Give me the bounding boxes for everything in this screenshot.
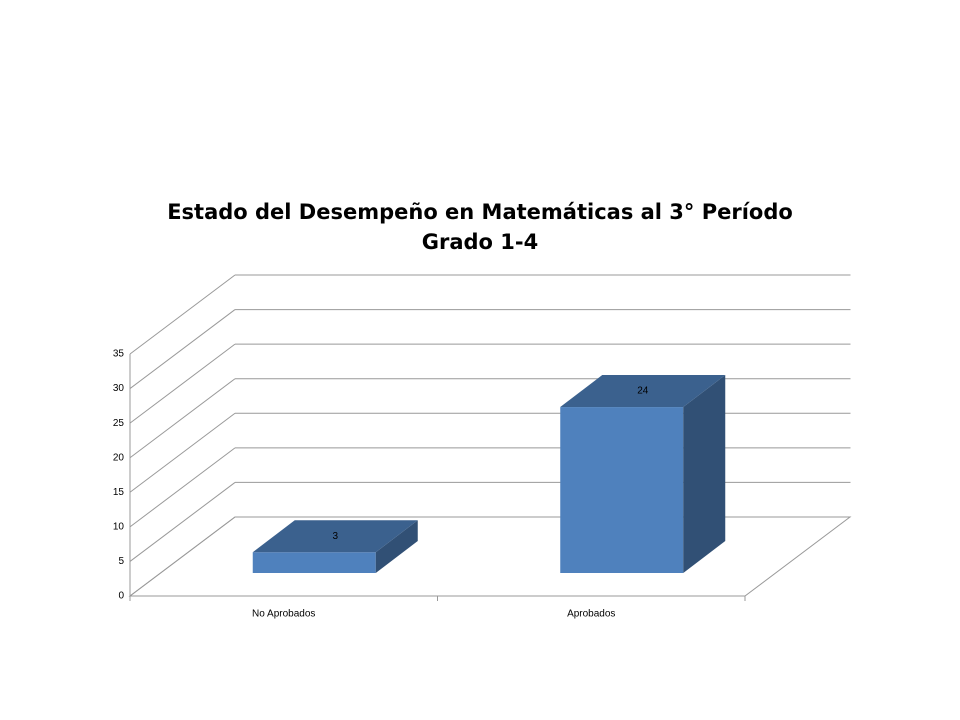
grid-line [129, 343, 236, 424]
y-tick-label: 10 [113, 521, 125, 532]
y-tick-label: 5 [118, 556, 124, 567]
bar-top [560, 375, 726, 408]
grid-line [129, 274, 236, 355]
data-label: 24 [637, 386, 649, 397]
x-tick-label: No Aprobados [252, 609, 315, 620]
data-label: 3 [332, 531, 338, 542]
bar [560, 407, 684, 573]
floor [128, 516, 852, 597]
chart-title: Estado del Desempeño en Matemáticas al 3… [167, 200, 793, 224]
y-tick-label: 0 [118, 591, 124, 602]
y-tick-label: 35 [113, 349, 125, 360]
grid-line [129, 482, 236, 562]
chart-subtitle: Grado 1-4 [422, 230, 538, 254]
bar [252, 552, 376, 573]
bar-side [683, 375, 726, 573]
grid-line [129, 412, 236, 493]
bar-side [375, 520, 418, 573]
grid-line [129, 309, 236, 389]
y-tick-label: 25 [113, 418, 125, 429]
y-tick-label: 15 [113, 487, 125, 498]
y-tick-label: 30 [113, 383, 125, 394]
y-tick-label: 20 [113, 452, 125, 463]
grid-line [129, 447, 236, 528]
grid-line [129, 516, 236, 597]
bar-top [252, 520, 418, 553]
x-tick-label: Aprobados [567, 609, 615, 620]
grid-line [129, 378, 236, 459]
